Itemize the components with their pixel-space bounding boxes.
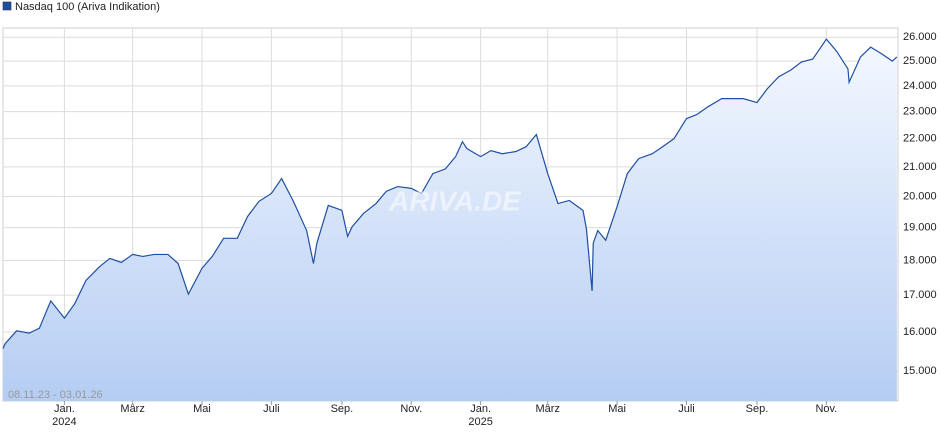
y-tick-label: 25.000 — [903, 55, 937, 67]
y-tick-label: 16.000 — [903, 326, 937, 338]
x-tick-label: Jan. — [54, 403, 75, 415]
x-tick-label: März — [120, 403, 144, 415]
y-tick-label: 17.000 — [903, 289, 937, 301]
watermark: ARIVA.DE — [388, 185, 522, 216]
x-tick-label: Nov. — [815, 403, 837, 415]
date-range: 08.11.23 - 03.01.26 — [8, 389, 103, 401]
legend-label: Nasdaq 100 (Ariva Indikation) — [15, 1, 160, 13]
x-tick-label: Juli — [263, 403, 280, 415]
x-tick-label: Jan. — [470, 403, 491, 415]
line — [2, 38, 898, 349]
year-label: 2024 — [52, 416, 76, 428]
y-tick-label: 18.000 — [903, 254, 937, 266]
x-tick-label: Mai — [608, 403, 626, 415]
y-tick-label: 15.000 — [903, 365, 937, 377]
x-tick-label: Sep. — [746, 403, 769, 415]
y-tick-label: 20.000 — [903, 190, 937, 202]
x-tick-label: Mai — [193, 403, 211, 415]
x-tick-label: Juli — [678, 403, 695, 415]
legend-swatch — [2, 1, 12, 11]
y-tick-label: 24.000 — [903, 80, 937, 92]
y-tick-label: 26.000 — [903, 31, 937, 43]
x-tick-label: Nov. — [400, 403, 422, 415]
year-label: 2025 — [468, 416, 492, 428]
area — [3, 39, 897, 401]
x-tick-label: März — [536, 403, 560, 415]
y-tick-label: 19.000 — [903, 222, 937, 234]
y-tick-label: 22.000 — [903, 133, 937, 145]
y-tick-label: 23.000 — [903, 106, 937, 118]
x-tick-label: Sep. — [331, 403, 354, 415]
y-tick-label: 21.000 — [903, 161, 937, 173]
